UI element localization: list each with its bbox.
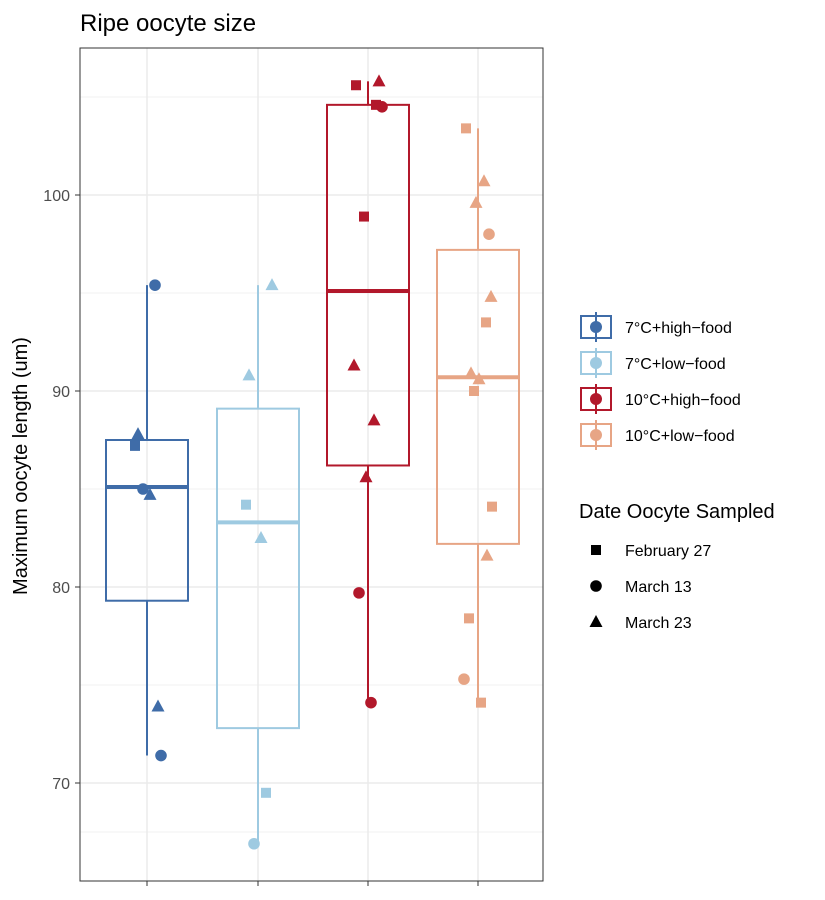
box-0 xyxy=(105,439,189,602)
y-tick-label: 100 xyxy=(43,188,70,205)
data-point xyxy=(372,74,386,87)
data-point xyxy=(248,837,260,850)
legend-key-point xyxy=(590,429,602,441)
y-tick-label: 90 xyxy=(52,384,70,401)
data-point xyxy=(469,386,479,396)
data-point xyxy=(365,696,377,709)
y-tick-label: 70 xyxy=(52,776,70,793)
box-3 xyxy=(436,248,520,545)
data-point xyxy=(359,211,369,222)
data-point xyxy=(143,487,157,500)
data-point xyxy=(265,278,279,291)
data-point xyxy=(242,368,256,381)
data-point xyxy=(351,80,361,91)
y-tick-label: 80 xyxy=(52,580,70,597)
legend-shapes: Date Oocyte Sampled February 27 March 13 M… xyxy=(579,501,775,632)
data-point xyxy=(261,787,271,798)
data-point xyxy=(472,372,486,385)
legend-shape-triangle xyxy=(589,615,603,627)
data-point xyxy=(464,366,478,379)
data-point xyxy=(137,483,149,495)
data-point xyxy=(484,289,498,302)
legend-label: 10°C+high−food xyxy=(625,392,741,409)
data-point xyxy=(359,470,373,483)
legend-shape-label: March 23 xyxy=(625,615,692,632)
legend-shape-circle xyxy=(590,580,602,592)
data-point xyxy=(347,358,361,371)
data-point xyxy=(367,413,381,426)
data-point xyxy=(149,279,161,291)
data-point xyxy=(481,317,491,328)
grid xyxy=(80,48,543,881)
y-axis: 70 80 90 100 xyxy=(43,188,479,886)
boxplots xyxy=(105,81,520,844)
data-point xyxy=(254,531,268,543)
legend-shape-label: March 13 xyxy=(625,579,692,596)
chart-title: Ripe oocyte size xyxy=(80,10,256,37)
data-point xyxy=(155,749,167,762)
legend-groups: 7°C+high−food 7°C+low−food 10°C+high−food 1… xyxy=(580,312,741,450)
y-axis-title: Maximum oocyte length (um) xyxy=(10,337,32,595)
data-point xyxy=(461,123,471,134)
data-point xyxy=(151,699,165,712)
data-points xyxy=(130,74,498,850)
legend-key-point xyxy=(590,357,602,369)
legend-shape-label: February 27 xyxy=(625,543,711,560)
data-point xyxy=(371,99,381,110)
data-point xyxy=(353,587,365,599)
data-point xyxy=(464,613,474,624)
data-point xyxy=(477,174,491,187)
data-point xyxy=(376,101,388,113)
legend-key-point xyxy=(590,393,602,405)
data-point xyxy=(130,440,140,451)
panel-border xyxy=(79,47,544,882)
data-point xyxy=(131,427,145,440)
data-point xyxy=(458,673,470,685)
legend-shapes-title: Date Oocyte Sampled xyxy=(579,501,775,523)
legend-label: 7°C+high−food xyxy=(625,320,732,337)
data-point xyxy=(241,499,251,510)
data-point xyxy=(480,548,494,561)
legend-label: 7°C+low−food xyxy=(625,356,726,373)
data-point xyxy=(483,228,495,240)
data-point xyxy=(487,501,497,512)
legend-key-point xyxy=(590,321,602,333)
data-point xyxy=(469,195,483,208)
data-point xyxy=(476,697,486,708)
box-1 xyxy=(216,407,300,730)
legend-label: 10°C+low−food xyxy=(625,428,735,445)
legend-shape-square xyxy=(591,545,601,555)
box-2 xyxy=(326,103,410,467)
